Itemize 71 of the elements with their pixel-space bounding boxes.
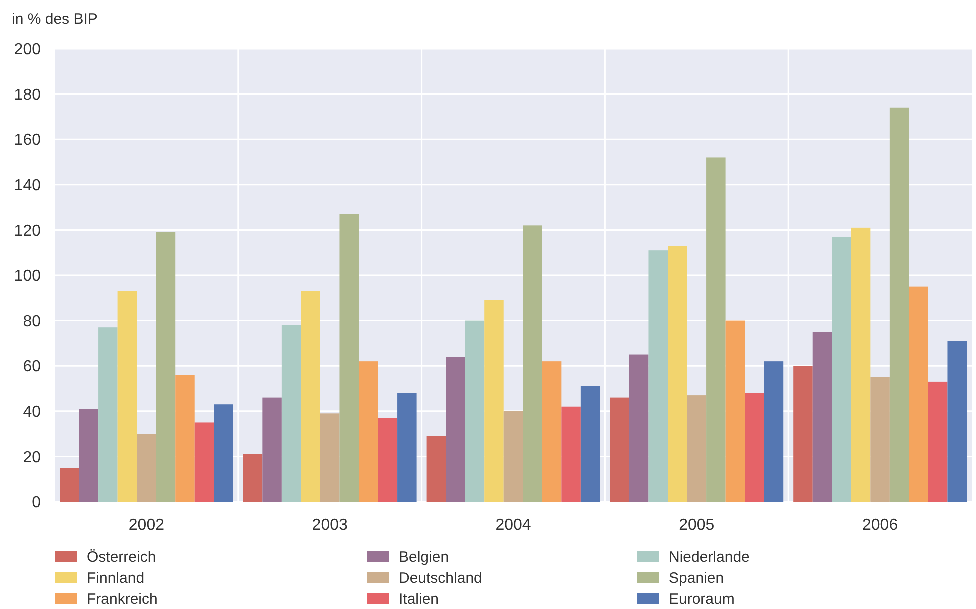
bar <box>580 386 600 502</box>
bar <box>60 468 80 502</box>
bar <box>909 286 928 502</box>
y-tick-label: 40 <box>23 404 42 421</box>
bar <box>629 354 649 502</box>
legend-label: Niederlande <box>669 549 750 566</box>
y-tick-label: 140 <box>14 178 42 194</box>
bar <box>282 325 302 502</box>
bar <box>118 291 138 502</box>
legend-label: Belgien <box>399 549 450 566</box>
bar <box>726 320 746 502</box>
y-axis-title: in % des BIP <box>12 11 98 28</box>
bar <box>794 366 813 502</box>
y-tick-label: 0 <box>32 494 42 512</box>
bar <box>262 398 282 502</box>
bar <box>668 246 688 502</box>
y-tick-label: 20 <box>23 449 42 466</box>
bar <box>745 393 764 502</box>
bar <box>484 300 504 502</box>
y-tick-label: 120 <box>14 222 42 240</box>
bar <box>648 250 668 502</box>
bar <box>426 436 446 502</box>
bar <box>523 226 542 502</box>
y-tick-label: 80 <box>23 313 42 330</box>
bar <box>504 411 524 502</box>
x-tick-label: 2004 <box>496 517 532 534</box>
bar <box>706 158 726 502</box>
bar <box>359 362 378 502</box>
bar <box>98 328 118 502</box>
legend-label: Finnland <box>87 570 145 587</box>
y-tick-label: 200 <box>14 42 42 59</box>
bar <box>340 214 359 502</box>
legend-label: Österreich <box>87 549 156 566</box>
bar <box>562 406 581 502</box>
legend-label: Spanien <box>669 570 724 587</box>
bar <box>687 396 707 502</box>
y-tick-label: 160 <box>14 132 42 150</box>
bar <box>870 377 890 502</box>
legend-label: Frankreich <box>87 591 158 608</box>
bar <box>890 108 910 502</box>
bar <box>398 393 417 502</box>
bar <box>465 320 485 502</box>
bar <box>156 232 176 502</box>
bar <box>194 422 214 502</box>
bar <box>610 398 630 502</box>
bar <box>176 375 195 502</box>
legend-label: Deutschland <box>399 570 482 587</box>
x-tick-label: 2003 <box>312 517 348 534</box>
bar <box>301 291 320 502</box>
bar <box>446 357 466 502</box>
x-tick-label: 2005 <box>679 517 715 534</box>
bar <box>832 236 852 502</box>
bar <box>243 454 263 502</box>
x-tick-label: 2002 <box>128 517 165 534</box>
bar <box>214 404 234 502</box>
legend-label: Italien <box>399 591 440 608</box>
bar <box>764 362 784 502</box>
legend-label: Euroraum <box>669 591 735 608</box>
bar <box>542 362 562 502</box>
bar <box>320 414 340 502</box>
bar <box>928 382 948 502</box>
bar <box>378 418 398 502</box>
bar <box>812 332 832 502</box>
y-tick-label: 180 <box>14 86 42 104</box>
x-tick-label: 2006 <box>862 517 898 534</box>
bar <box>851 228 871 502</box>
bar <box>79 409 99 502</box>
y-tick-label: 60 <box>23 358 42 376</box>
bar <box>137 434 156 502</box>
bar <box>948 341 967 502</box>
y-tick-label: 100 <box>14 268 42 286</box>
